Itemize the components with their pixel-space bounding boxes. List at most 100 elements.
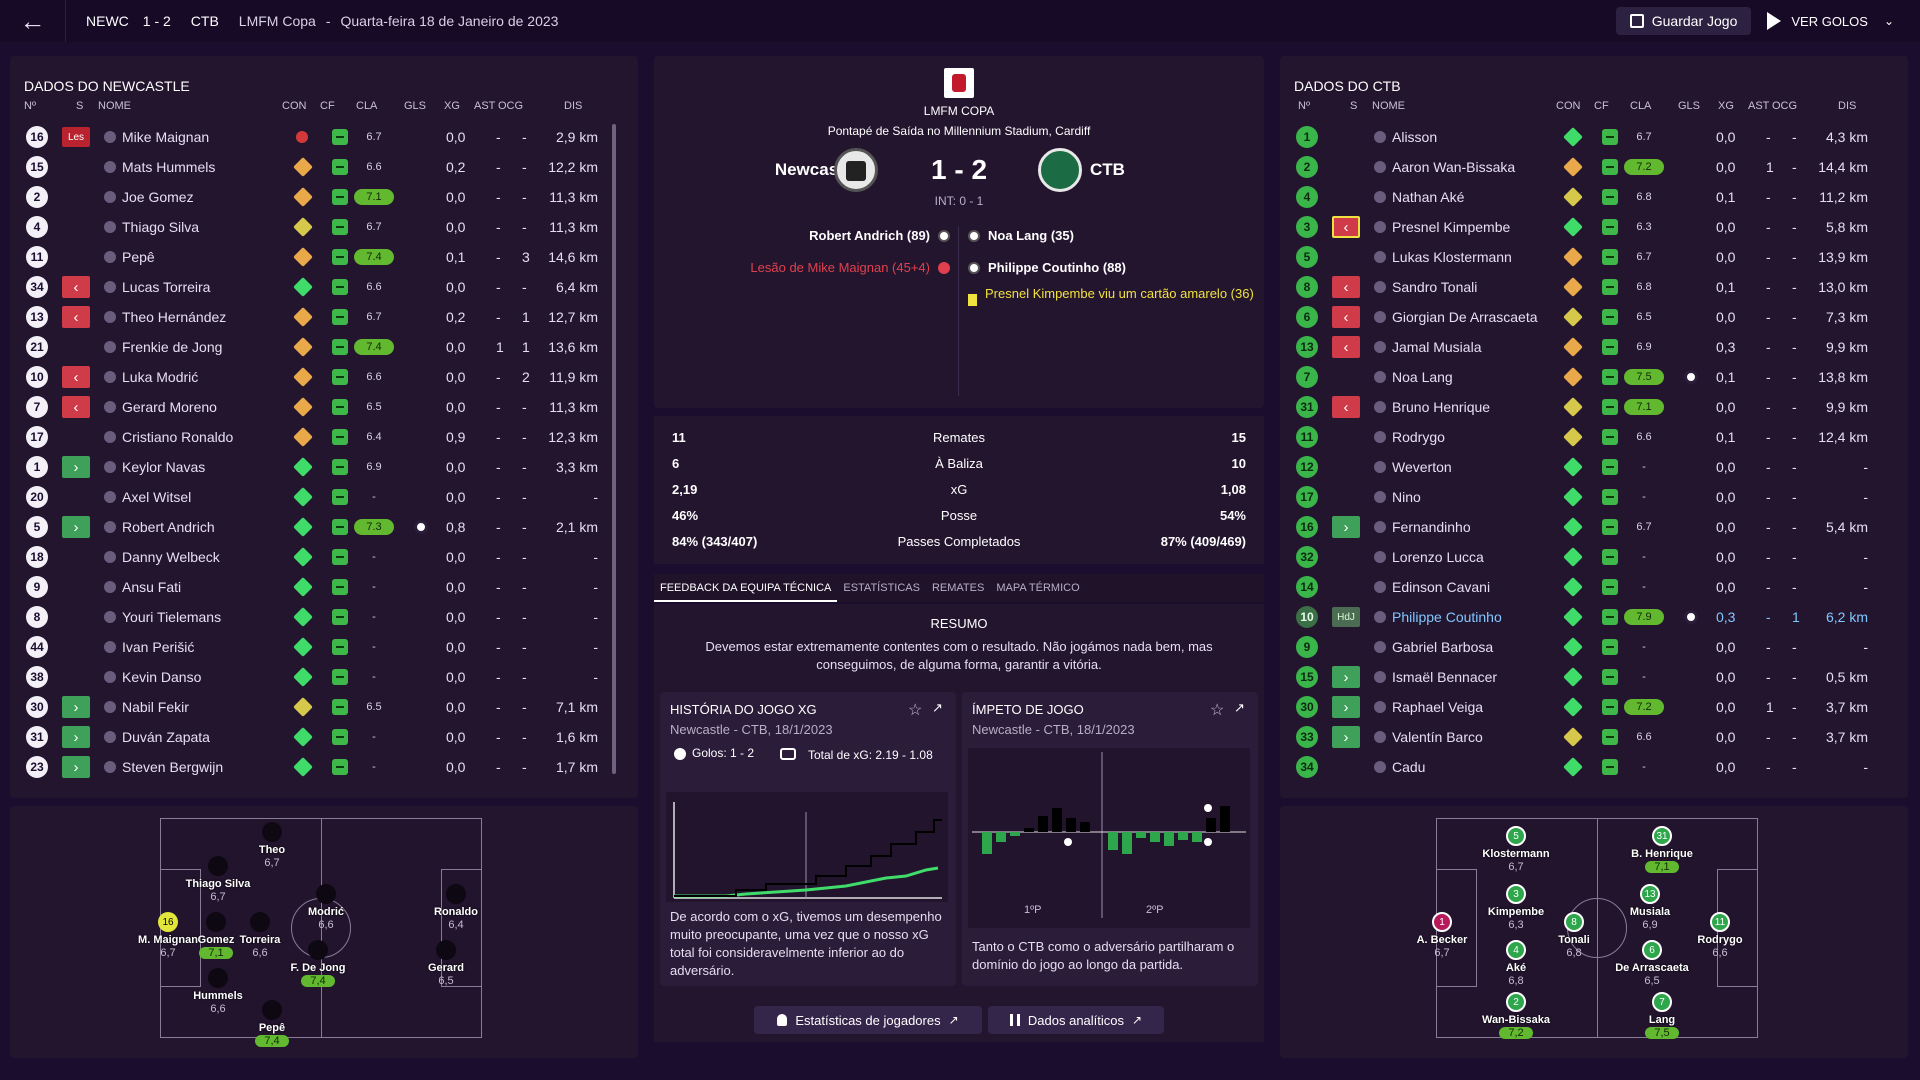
tab-shots[interactable]: REMATES: [931, 582, 985, 594]
table-row[interactable]: 13 ‹ Theo Hernández 6.7 0,2 - 1 12,7 km: [12, 302, 612, 332]
table-row[interactable]: 7 Noa Lang 7.5 0,1 - - 13,8 km: [1282, 362, 1882, 392]
player-name[interactable]: Ismaël Bennacer: [1392, 669, 1498, 685]
player-name[interactable]: Weverton: [1392, 459, 1452, 475]
pitch-player[interactable]: 5 Klostermann 6,7: [1476, 826, 1556, 873]
pitch-player[interactable]: 2 Wan-Bissaka 7,2: [1476, 992, 1556, 1039]
player-name[interactable]: Giorgian De Arrascaeta: [1392, 309, 1538, 325]
table-row[interactable]: 1 › Keylor Navas 6.9 0,0 - - 3,3 km: [12, 452, 612, 482]
player-name[interactable]: Pepê: [122, 249, 155, 265]
pitch-player[interactable]: 7 Lang 7,5: [1622, 992, 1702, 1039]
player-name[interactable]: Nabil Fekir: [122, 699, 189, 715]
table-row[interactable]: 9 Gabriel Barbosa - 0,0 - - -: [1282, 632, 1882, 662]
tab-feedback[interactable]: FEEDBACK DA EQUIPA TÉCNICA: [654, 574, 838, 602]
table-row[interactable]: 44 Ivan Perišić - 0,0 - - -: [12, 632, 612, 662]
table-row[interactable]: 21 Frenkie de Jong 7.4 0,0 1 1 13,6 km: [12, 332, 612, 362]
table-row[interactable]: 30 › Raphael Veiga 7.2 0,0 1 - 3,7 km: [1282, 692, 1882, 722]
player-name[interactable]: Thiago Silva: [122, 219, 200, 235]
table-row[interactable]: 13 ‹ Jamal Musiala 6.9 0,3 - - 9,9 km: [1282, 332, 1882, 362]
expand-icon[interactable]: ↗: [1234, 700, 1245, 715]
table-row[interactable]: 6 ‹ Giorgian De Arrascaeta 6.5 0,0 - - 7,3 km: [1282, 302, 1882, 332]
player-name[interactable]: Keylor Navas: [122, 459, 206, 475]
expand-icon[interactable]: ↗: [932, 700, 943, 715]
table-row[interactable]: 31 ‹ Bruno Henrique 7.1 0,0 - - 9,9 km: [1282, 392, 1882, 422]
table-row[interactable]: 34 Cadu - 0,0 - - -: [1282, 752, 1882, 782]
table-row[interactable]: 16 Les Mike Maignan 6.7 0,0 - - 2,9 km: [12, 122, 612, 152]
table-row[interactable]: 14 Edinson Cavani - 0,0 - - -: [1282, 572, 1882, 602]
table-row[interactable]: 12 Weverton - 0,0 - - -: [1282, 452, 1882, 482]
table-row[interactable]: 4 Nathan Aké 6.8 0,1 - - 11,2 km: [1282, 182, 1882, 212]
player-name[interactable]: Valentín Barco: [1392, 729, 1483, 745]
player-stats-button[interactable]: Estatísticas de jogadores ↗: [754, 1006, 982, 1034]
table-row[interactable]: 2 Joe Gomez 7.1 0,0 - - 11,3 km: [12, 182, 612, 212]
table-row[interactable]: 30 › Nabil Fekir 6.5 0,0 - - 7,1 km: [12, 692, 612, 722]
table-row[interactable]: 8 ‹ Sandro Tonali 6.8 0,1 - - 13,0 km: [1282, 272, 1882, 302]
player-name[interactable]: Youri Tielemans: [122, 609, 222, 625]
player-name[interactable]: Gabriel Barbosa: [1392, 639, 1494, 655]
pitch-player[interactable]: Gerard 6,5: [406, 940, 486, 987]
table-row[interactable]: 10 ‹ Luka Modrić 6.6 0,0 - 2 11,9 km: [12, 362, 612, 392]
table-row[interactable]: 7 ‹ Gerard Moreno 6.5 0,0 - - 11,3 km: [12, 392, 612, 422]
table-row[interactable]: 8 Youri Tielemans - 0,0 - - -: [12, 602, 612, 632]
table-row[interactable]: 33 › Valentín Barco 6.6 0,0 - - 3,7 km: [1282, 722, 1882, 752]
player-name[interactable]: Ansu Fati: [122, 579, 182, 595]
pitch-player[interactable]: 6 De Arrascaeta 6,5: [1612, 940, 1692, 987]
player-name[interactable]: Mike Maignan: [122, 129, 210, 145]
pitch-player[interactable]: 13 Musiala 6,9: [1610, 884, 1690, 931]
table-row[interactable]: 4 Thiago Silva 6.7 0,0 - - 11,3 km: [12, 212, 612, 242]
table-row[interactable]: 5 › Robert Andrich 7.3 0,8 - - 2,1 km: [12, 512, 612, 542]
pitch-player[interactable]: 16 M. Maignan 6,7: [128, 912, 208, 959]
player-name[interactable]: Lorenzo Lucca: [1392, 549, 1484, 565]
player-name[interactable]: Mats Hummels: [122, 159, 216, 175]
star-icon[interactable]: ☆: [1210, 702, 1225, 719]
pitch-player[interactable]: F. De Jong 7,4: [278, 940, 358, 987]
pitch-player[interactable]: 4 Aké 6,8: [1476, 940, 1556, 987]
player-name[interactable]: Noa Lang: [1392, 369, 1453, 385]
table-row[interactable]: 16 › Fernandinho 6.7 0,0 - - 5,4 km: [1282, 512, 1882, 542]
pitch-player[interactable]: 1 A. Becker 6,7: [1402, 912, 1482, 959]
pitch-player[interactable]: 3 Kimpembe 6,3: [1476, 884, 1556, 931]
player-name[interactable]: Philippe Coutinho: [1392, 609, 1502, 625]
pitch-player[interactable]: 31 B. Henrique 7,1: [1622, 826, 1702, 873]
back-arrow-icon[interactable]: ←: [0, 0, 66, 42]
pitch-player[interactable]: Pepê 7,4: [232, 1000, 312, 1047]
pitch-player[interactable]: Hummels 6,6: [178, 968, 258, 1015]
player-name[interactable]: Edinson Cavani: [1392, 579, 1491, 595]
table-row[interactable]: 11 Pepê 7.4 0,1 - 3 14,6 km: [12, 242, 612, 272]
player-name[interactable]: Cadu: [1392, 759, 1426, 775]
table-row[interactable]: 2 Aaron Wan-Bissaka 7.2 0,0 1 - 14,4 km: [1282, 152, 1882, 182]
analytics-button[interactable]: Dados analíticos ↗: [988, 1006, 1164, 1034]
player-name[interactable]: Kevin Danso: [122, 669, 202, 685]
player-name[interactable]: Gerard Moreno: [122, 399, 217, 415]
table-row[interactable]: 18 Danny Welbeck - 0,0 - - -: [12, 542, 612, 572]
table-row[interactable]: 17 Nino - 0,0 - - -: [1282, 482, 1882, 512]
player-name[interactable]: Axel Witsel: [122, 489, 192, 505]
pitch-player[interactable]: Torreira 6,6: [220, 912, 300, 959]
player-name[interactable]: Joe Gomez: [122, 189, 194, 205]
table-row[interactable]: 17 Cristiano Ronaldo 6.4 0,9 - - 12,3 km: [12, 422, 612, 452]
table-row[interactable]: 11 Rodrygo 6.6 0,1 - - 12,4 km: [1282, 422, 1882, 452]
player-name[interactable]: Nino: [1392, 489, 1421, 505]
table-row[interactable]: 1 Alisson 6.7 0,0 - - 4,3 km: [1282, 122, 1882, 152]
pitch-player[interactable]: 11 Rodrygo 6,6: [1680, 912, 1760, 959]
pitch-player[interactable]: Thiago Silva 6,7: [178, 856, 258, 903]
player-name[interactable]: Jamal Musiala: [1392, 339, 1482, 355]
table-row[interactable]: 34 ‹ Lucas Torreira 6.6 0,0 - - 6,4 km: [12, 272, 612, 302]
player-name[interactable]: Aaron Wan-Bissaka: [1392, 159, 1516, 175]
home-table-scrollbar[interactable]: [612, 124, 616, 774]
pitch-player[interactable]: Ronaldo 6,4: [416, 884, 496, 931]
tab-statistics[interactable]: ESTATÍSTICAS: [843, 582, 920, 594]
player-name[interactable]: Bruno Henrique: [1392, 399, 1491, 415]
table-row[interactable]: 3 ‹ Presnel Kimpembe 6.3 0,0 - - 5,8 km: [1282, 212, 1882, 242]
table-row[interactable]: 31 › Duván Zapata - 0,0 - - 1,6 km: [12, 722, 612, 752]
table-row[interactable]: 23 › Steven Bergwijn - 0,0 - - 1,7 km: [12, 752, 612, 782]
pitch-player[interactable]: Gomez 7,1: [176, 912, 256, 959]
player-name[interactable]: Duván Zapata: [122, 729, 210, 745]
player-name[interactable]: Theo Hernández: [122, 309, 227, 325]
view-goals-button[interactable]: VER GOLOS ⌄: [1767, 12, 1894, 30]
table-row[interactable]: 15 › Ismaël Bennacer - 0,0 - - 0,5 km: [1282, 662, 1882, 692]
star-icon[interactable]: ☆: [908, 702, 923, 719]
player-name[interactable]: Steven Bergwijn: [122, 759, 224, 775]
player-name[interactable]: Lukas Klostermann: [1392, 249, 1512, 265]
player-name[interactable]: Raphael Veiga: [1392, 699, 1484, 715]
table-row[interactable]: 9 Ansu Fati - 0,0 - - -: [12, 572, 612, 602]
